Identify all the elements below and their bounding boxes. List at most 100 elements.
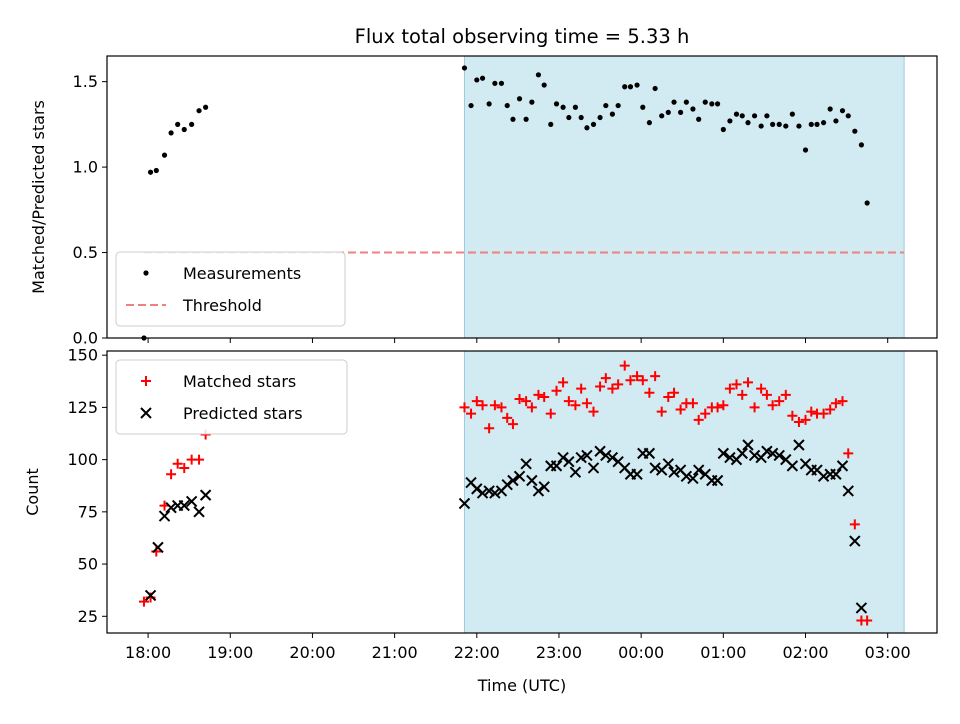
data-point <box>594 445 606 457</box>
data-point <box>814 121 820 127</box>
data-point <box>168 130 174 136</box>
data-point <box>742 439 754 451</box>
data-point <box>533 389 544 400</box>
data-point <box>609 111 615 117</box>
data-point <box>179 462 190 473</box>
data-point <box>817 470 830 483</box>
data-point <box>140 407 152 419</box>
data-point <box>560 104 566 110</box>
data-point <box>606 451 619 464</box>
data-point <box>466 408 477 419</box>
data-point <box>724 383 735 394</box>
data-point <box>643 447 656 460</box>
legend: Measurements Threshold <box>115 251 346 327</box>
x-tick-label: 20:00 <box>289 643 335 662</box>
plot-frame <box>106 55 938 339</box>
data-point <box>631 468 643 480</box>
y-tick-label: 75 <box>78 502 98 521</box>
data-point <box>597 114 603 121</box>
data-point <box>793 417 804 428</box>
data-point <box>516 96 523 102</box>
data-point <box>852 128 858 134</box>
data-point <box>600 449 612 462</box>
data-point <box>650 371 661 382</box>
x-tick-label: 19:00 <box>207 643 253 662</box>
x-tick-label: 21:00 <box>372 643 418 662</box>
data-point <box>649 462 661 474</box>
data-point <box>492 80 498 86</box>
data-point <box>459 402 470 413</box>
y-tick-label: 1.0 <box>73 158 98 177</box>
data-point <box>718 400 729 411</box>
data-point <box>837 396 848 407</box>
data-point <box>557 451 569 464</box>
data-point <box>748 449 761 462</box>
data-point <box>607 383 618 394</box>
data-point <box>665 109 671 115</box>
data-point <box>532 485 545 497</box>
data-point <box>820 120 827 126</box>
shaded-observing-region <box>463 350 905 634</box>
data-point <box>581 449 593 462</box>
data-point <box>507 419 518 430</box>
data-point <box>479 75 486 81</box>
chart-title: Flux total observing time = 5.33 h <box>355 25 690 48</box>
data-point <box>194 454 205 465</box>
data-point <box>476 487 489 499</box>
data-point <box>615 102 621 109</box>
data-point <box>712 402 723 413</box>
data-point <box>578 114 584 121</box>
data-point <box>203 104 209 110</box>
legend-box <box>115 359 348 435</box>
data-point <box>587 462 600 474</box>
x-axis-label: Time (UTC) <box>477 676 566 695</box>
x-tick-label: 22:00 <box>454 643 500 662</box>
data-point <box>776 121 782 127</box>
data-point <box>153 167 159 174</box>
data-point <box>796 123 802 129</box>
legend-handle <box>141 376 151 386</box>
x-tick-label: 18:00 <box>125 643 171 662</box>
data-point <box>780 389 791 400</box>
data-point <box>756 383 767 394</box>
data-point <box>520 458 532 470</box>
data-point <box>825 404 836 415</box>
data-point <box>843 448 854 459</box>
data-point <box>513 470 526 483</box>
data-point <box>471 483 483 495</box>
data-point <box>477 400 488 411</box>
plot-frame <box>106 350 938 634</box>
data-point <box>827 106 833 112</box>
data-point <box>175 121 181 127</box>
data-point <box>507 474 519 487</box>
y-tick-label: 50 <box>78 555 98 574</box>
y-tick-label: 125 <box>67 398 98 417</box>
data-point <box>690 106 696 112</box>
data-point <box>766 447 779 460</box>
data-point <box>498 80 505 86</box>
data-point <box>510 116 516 122</box>
legend-handle <box>140 407 152 419</box>
data-point <box>193 506 205 518</box>
data-point <box>774 396 785 407</box>
data-point <box>731 379 742 390</box>
data-point <box>551 385 562 396</box>
data-point <box>619 360 630 371</box>
data-point <box>833 118 839 124</box>
data-point <box>595 381 606 392</box>
data-point <box>692 464 705 476</box>
data-point <box>789 111 795 117</box>
data-point <box>147 169 154 175</box>
data-point <box>711 474 724 487</box>
data-point <box>773 449 785 462</box>
legend-label: Matched stars <box>183 372 296 391</box>
data-point <box>849 519 860 530</box>
y-axis-label: Matched/Predicted stars <box>29 100 48 294</box>
data-point <box>675 404 686 415</box>
data-point <box>486 101 492 107</box>
data-point <box>632 371 643 382</box>
data-point <box>502 412 513 423</box>
data-point <box>141 376 151 386</box>
data-point <box>687 472 699 485</box>
data-point <box>539 391 550 402</box>
